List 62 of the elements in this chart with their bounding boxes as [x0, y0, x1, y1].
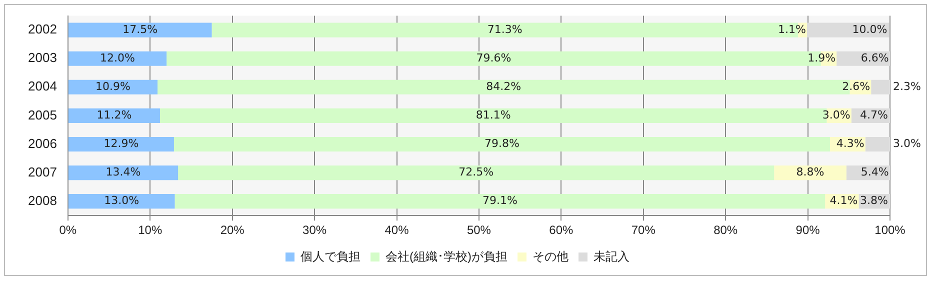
data-label: 79.6%	[476, 51, 512, 64]
legend-label: 個人で負担	[300, 249, 361, 264]
bar	[871, 80, 890, 94]
x-tick-label: 70%	[631, 223, 656, 238]
bar	[68, 136, 174, 152]
data-label: 1.1%	[778, 22, 806, 36]
bar	[68, 194, 175, 209]
data-label: 17.5%	[122, 22, 158, 36]
x-tick-label: 90%	[796, 223, 820, 238]
x-tick-label: 60%	[549, 223, 574, 238]
data-label: 81.1%	[476, 108, 511, 122]
legend-label: 会社(組織･学校)が負担	[386, 249, 508, 264]
y-tick-label: 2006	[28, 136, 57, 151]
bar	[865, 136, 890, 152]
data-label: 4.7%	[860, 108, 888, 122]
data-label: 12.0%	[100, 51, 135, 64]
y-tick-label: 2003	[28, 50, 57, 66]
data-label: 3.8%	[860, 194, 888, 208]
x-tick-label: 10%	[138, 223, 162, 238]
data-label: 10.9%	[95, 80, 130, 94]
data-label: 1.9%	[808, 51, 836, 64]
y-tick-label: 2002	[28, 22, 57, 37]
legend-label: 未記入	[593, 249, 630, 264]
data-label: 11.2%	[96, 108, 132, 122]
data-label: 4.3%	[836, 137, 864, 150]
x-tick-label: 50%	[466, 223, 492, 238]
y-tick-label: 2004	[28, 78, 57, 94]
y-tick-label: 2005	[28, 107, 57, 122]
bar	[174, 194, 826, 209]
data-label: 84.2%	[486, 80, 522, 94]
y-tick-label: 2008	[28, 192, 57, 208]
bar	[68, 22, 212, 38]
x-tick-label: 0%	[59, 223, 77, 238]
data-label: 8.8%	[796, 166, 824, 179]
data-label: 6.6%	[860, 51, 889, 64]
bar	[68, 108, 160, 123]
data-label: 2.6%	[842, 80, 870, 94]
bar	[174, 136, 830, 152]
x-tick-label: 80%	[714, 223, 738, 238]
data-label: 2.3%	[893, 80, 921, 94]
bar	[68, 166, 178, 180]
data-label: 79.8%	[484, 137, 520, 150]
y-tick-label: 2007	[28, 164, 57, 180]
data-label: 13.4%	[106, 166, 141, 179]
bar	[178, 166, 774, 180]
data-label: 3.0%	[822, 108, 850, 122]
x-tick-label: 100%	[874, 223, 906, 238]
data-label: 71.3%	[487, 22, 522, 36]
bar	[68, 51, 167, 66]
data-label: 3.0%	[893, 137, 921, 150]
data-label: 10.0%	[852, 22, 888, 36]
bar	[68, 80, 158, 94]
data-label: 5.4%	[860, 166, 889, 179]
data-label: 12.9%	[104, 137, 139, 150]
data-label: 4.1%	[830, 194, 858, 208]
data-label: 72.5%	[458, 166, 494, 179]
legend-label: その他	[532, 249, 568, 264]
data-label: 13.0%	[104, 194, 140, 208]
x-tick-label: 40%	[384, 223, 410, 238]
x-tick-label: 20%	[220, 223, 245, 238]
data-label: 79.1%	[482, 194, 518, 208]
x-tick-label: 30%	[302, 223, 327, 238]
